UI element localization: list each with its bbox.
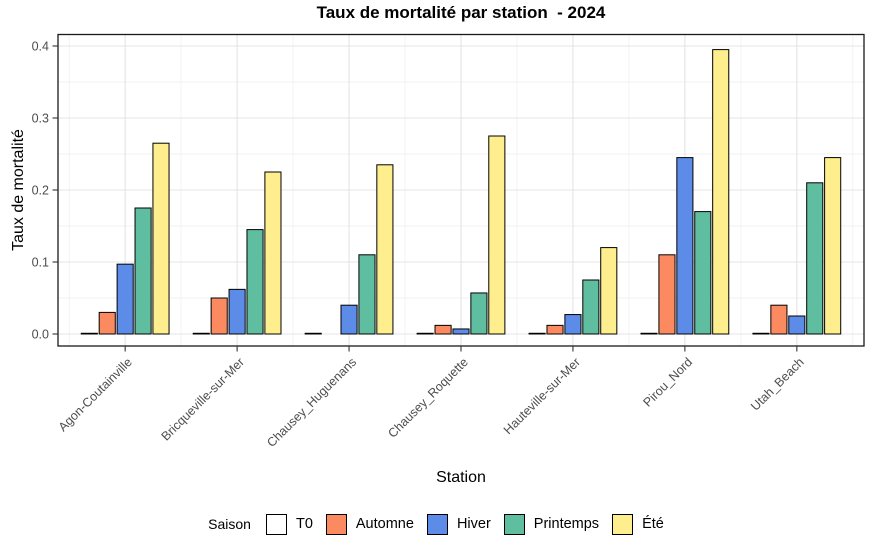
bar-été-1 (152, 142, 170, 335)
bar-t0-4 (416, 332, 434, 335)
legend-swatch (612, 513, 634, 535)
legend-swatch (265, 513, 287, 535)
x-category-label: Chausey_Huguenans (264, 355, 359, 450)
bar-t0-1 (80, 332, 98, 335)
legend-swatch (325, 513, 347, 535)
y-tick-label: 0.3 (32, 111, 49, 125)
bar-hiver-7 (788, 315, 806, 335)
bar-printemps-1 (134, 207, 152, 335)
bar-hiver-2 (228, 288, 246, 335)
legend-label: Automne (355, 516, 414, 532)
legend-swatch (426, 513, 448, 535)
legend-label: T0 (295, 516, 313, 532)
bar-t0-6 (640, 332, 658, 335)
bar-printemps-6 (694, 211, 712, 335)
bar-automne-6 (658, 254, 676, 335)
bar-hiver-6 (676, 157, 694, 335)
bar-automne-7 (770, 304, 788, 335)
bar-été-6 (712, 49, 730, 335)
bar-t0-3 (304, 332, 322, 335)
legend-label: Printemps (533, 516, 600, 532)
y-tick-label: 0.2 (32, 183, 49, 197)
x-category-label: Hauteville-sur-Mer (500, 355, 583, 438)
bar-t0-5 (528, 332, 546, 335)
x-category-label: Agon-Coutainville (55, 355, 136, 435)
bar-été-3 (376, 164, 394, 335)
bar-automne-2 (210, 297, 228, 335)
bar-été-4 (488, 135, 506, 335)
x-category-label: Utah_Beach (748, 355, 807, 414)
legend-label: Été (642, 516, 664, 532)
bar-printemps-5 (582, 279, 600, 335)
bar-printemps-4 (470, 292, 488, 335)
bar-été-7 (824, 157, 842, 335)
bar-printemps-7 (806, 182, 824, 335)
bar-automne-4 (434, 324, 452, 335)
legend-item-automne: Automne (325, 513, 414, 535)
bar-printemps-3 (358, 254, 376, 335)
x-category-label: Pirou_Nord (640, 355, 695, 410)
y-tick-label: 0.1 (32, 255, 49, 269)
legend-item-printemps: Printemps (503, 513, 600, 535)
plot-panel: 0.0 0.1 0.2 0.3 0.4 (32, 33, 865, 352)
bar-t0-7 (752, 332, 770, 335)
x-axis-title: Station (436, 469, 486, 486)
bar-hiver-4 (452, 328, 470, 335)
bar-automne-1 (98, 311, 116, 335)
bar-printemps-2 (246, 229, 264, 335)
bar-hiver-5 (564, 314, 582, 335)
legend: Saison T0 Automne Hiver Printemps Été (0, 508, 872, 540)
x-category-label: Chausey_Roquette (385, 355, 471, 441)
bar-été-2 (264, 171, 282, 335)
y-tick-label: 0.0 (32, 327, 49, 341)
legend-item-hiver: Hiver (426, 513, 491, 535)
legend-item-t0: T0 (265, 513, 313, 535)
y-tick-label: 0.4 (32, 39, 49, 53)
legend-label: Hiver (456, 516, 491, 532)
chart-title: Taux de mortalité par station - 2024 (316, 3, 606, 22)
legend-swatch (503, 513, 525, 535)
legend-title: Saison (208, 516, 251, 532)
legend-item-été: Été (612, 513, 664, 535)
bar-t0-2 (192, 332, 210, 335)
bar-hiver-1 (116, 263, 134, 335)
bar-hiver-3 (340, 304, 358, 335)
bar-automne-5 (546, 324, 564, 335)
x-category-label: Bricqueville-sur-Mer (158, 355, 248, 444)
y-axis-title: Taux de mortalité (10, 129, 27, 251)
bar-été-5 (600, 247, 618, 335)
